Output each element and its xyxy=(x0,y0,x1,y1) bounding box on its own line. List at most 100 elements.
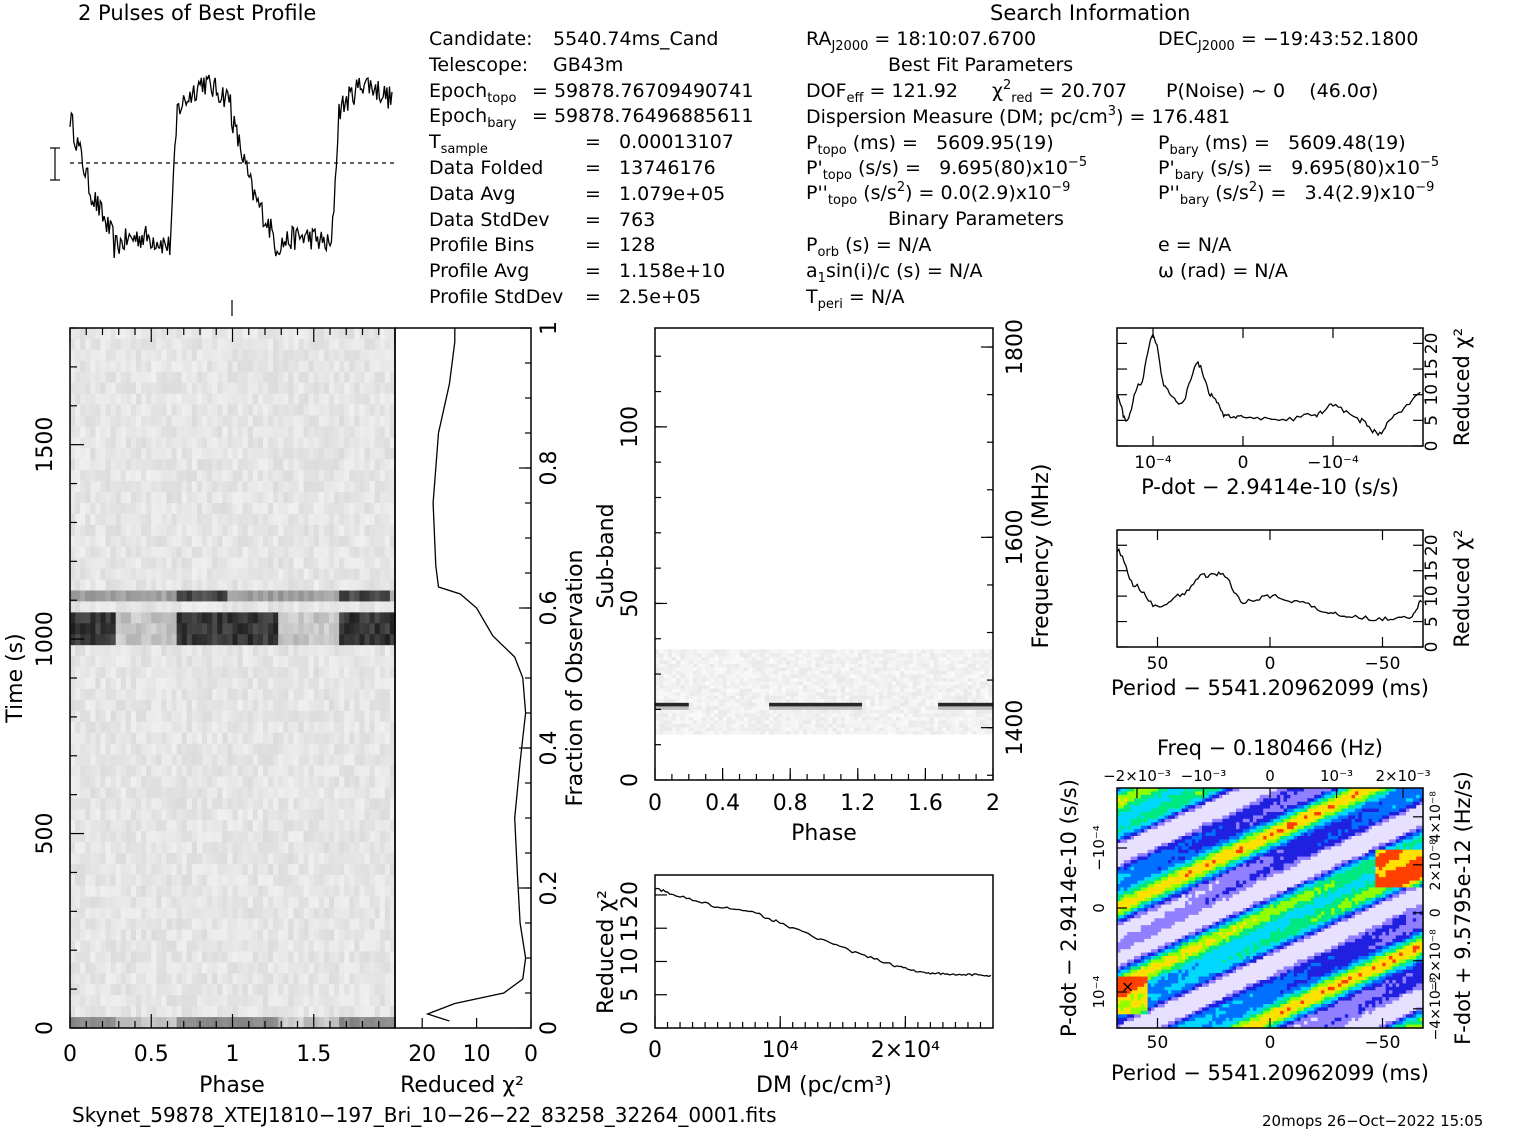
heatmap-cell xyxy=(304,766,310,778)
heatmap-cell xyxy=(106,908,112,920)
heatmap-cell xyxy=(359,645,365,657)
heatmap-cell xyxy=(253,995,259,1007)
heatmap-cell xyxy=(334,842,340,854)
heatmap-cell xyxy=(116,558,122,570)
heatmap-cell xyxy=(917,731,922,735)
heatmap-cell xyxy=(227,591,233,603)
heatmap-cell xyxy=(95,809,101,821)
heatmap-cell xyxy=(375,886,381,898)
heatmap-cell xyxy=(141,405,147,417)
heatmap-cell xyxy=(329,372,335,384)
heatmap-cell xyxy=(90,962,96,974)
heatmap-cell xyxy=(309,426,315,438)
heatmap-cell xyxy=(278,897,284,909)
heatmap-cell xyxy=(111,951,117,963)
heatmap-cell xyxy=(100,995,106,1007)
heatmap-cell xyxy=(177,930,183,942)
heatmap-cell xyxy=(233,733,239,745)
heatmap-cell xyxy=(172,722,178,734)
heatmap-cell xyxy=(370,908,376,920)
heatmap-cell xyxy=(273,514,279,526)
heatmap-cell xyxy=(309,755,315,767)
heatmap-cell xyxy=(334,405,340,417)
heatmap-cell xyxy=(370,350,376,362)
heatmap-cell xyxy=(85,361,91,373)
heatmap-cell xyxy=(166,744,172,756)
heatmap-cell xyxy=(293,394,299,406)
heatmap-cell xyxy=(90,886,96,898)
heatmap-cell xyxy=(70,492,76,504)
heatmap-cell xyxy=(75,601,81,613)
heatmap-cell xyxy=(227,547,233,559)
heatmap-cell xyxy=(319,481,325,493)
heatmap-cell xyxy=(887,713,892,717)
heatmap-cell xyxy=(862,724,867,728)
heatmap-cell xyxy=(299,339,305,351)
heatmap-cell xyxy=(283,525,289,537)
heatmap-cell xyxy=(222,897,228,909)
heatmap-cell xyxy=(100,536,106,548)
heatmap-cell xyxy=(197,973,203,985)
heatmap-cell xyxy=(207,339,213,351)
heatmap-cell xyxy=(879,716,884,720)
heatmap-cell xyxy=(80,634,86,646)
heatmap-cell xyxy=(841,724,846,728)
heatmap-cell xyxy=(121,394,127,406)
heatmap-cell xyxy=(75,448,81,460)
heatmap-cell xyxy=(925,706,930,710)
heatmap-cell xyxy=(976,709,981,713)
heatmap-cell xyxy=(273,755,279,767)
heatmap-cell xyxy=(207,623,213,635)
heatmap-cell xyxy=(887,720,892,724)
heatmap-cell xyxy=(697,724,702,728)
heatmap-cell xyxy=(116,1006,122,1018)
heatmap-cell xyxy=(80,339,86,351)
heatmap-cell xyxy=(238,678,244,690)
heatmap-cell xyxy=(904,727,909,731)
heatmap-cell xyxy=(100,766,106,778)
heatmap-cell xyxy=(349,481,355,493)
heatmap-cell xyxy=(278,700,284,712)
heatmap-cell xyxy=(197,897,203,909)
x-tick-label: 1 xyxy=(226,1042,240,1067)
heatmap-cell xyxy=(166,875,172,887)
heatmap-cell xyxy=(329,394,335,406)
heatmap-cell xyxy=(339,678,345,690)
heatmap-cell xyxy=(207,908,213,920)
heatmap-cell xyxy=(258,536,264,548)
heatmap-cell xyxy=(319,383,325,395)
heatmap-cell xyxy=(90,809,96,821)
heatmap-cell xyxy=(217,503,223,515)
heatmap-cell xyxy=(744,720,749,724)
heatmap-cell xyxy=(187,525,193,537)
heatmap-cell xyxy=(243,569,249,581)
heatmap-cell xyxy=(283,536,289,548)
heatmap-cell xyxy=(258,875,264,887)
heatmap-cell xyxy=(238,864,244,876)
heatmap-cell xyxy=(177,973,183,985)
heatmap-cell xyxy=(370,1017,376,1029)
heatmap-cell xyxy=(693,702,698,706)
heatmap-cell xyxy=(146,416,152,428)
heatmap-cell xyxy=(359,776,365,788)
heatmap-cell xyxy=(116,656,122,668)
heatmap-cell xyxy=(731,713,736,717)
heatmap-cell xyxy=(314,733,320,745)
heatmap-cell xyxy=(828,699,833,703)
heatmap-cell xyxy=(233,700,239,712)
heatmap-cell xyxy=(319,536,325,548)
heatmap-cell xyxy=(80,798,86,810)
heatmap-cell xyxy=(116,601,122,613)
heatmap-cell xyxy=(187,405,193,417)
heatmap-cell xyxy=(273,853,279,865)
heatmap-cell xyxy=(146,350,152,362)
heatmap-cell xyxy=(837,702,842,706)
heatmap-cell xyxy=(985,713,990,717)
heatmap-cell xyxy=(106,634,112,646)
heatmap-cell xyxy=(106,667,112,679)
heatmap-cell xyxy=(263,908,269,920)
heatmap-cell xyxy=(227,656,233,668)
heatmap-cell xyxy=(80,1006,86,1018)
heatmap-cell xyxy=(359,459,365,471)
heatmap-cell xyxy=(80,787,86,799)
